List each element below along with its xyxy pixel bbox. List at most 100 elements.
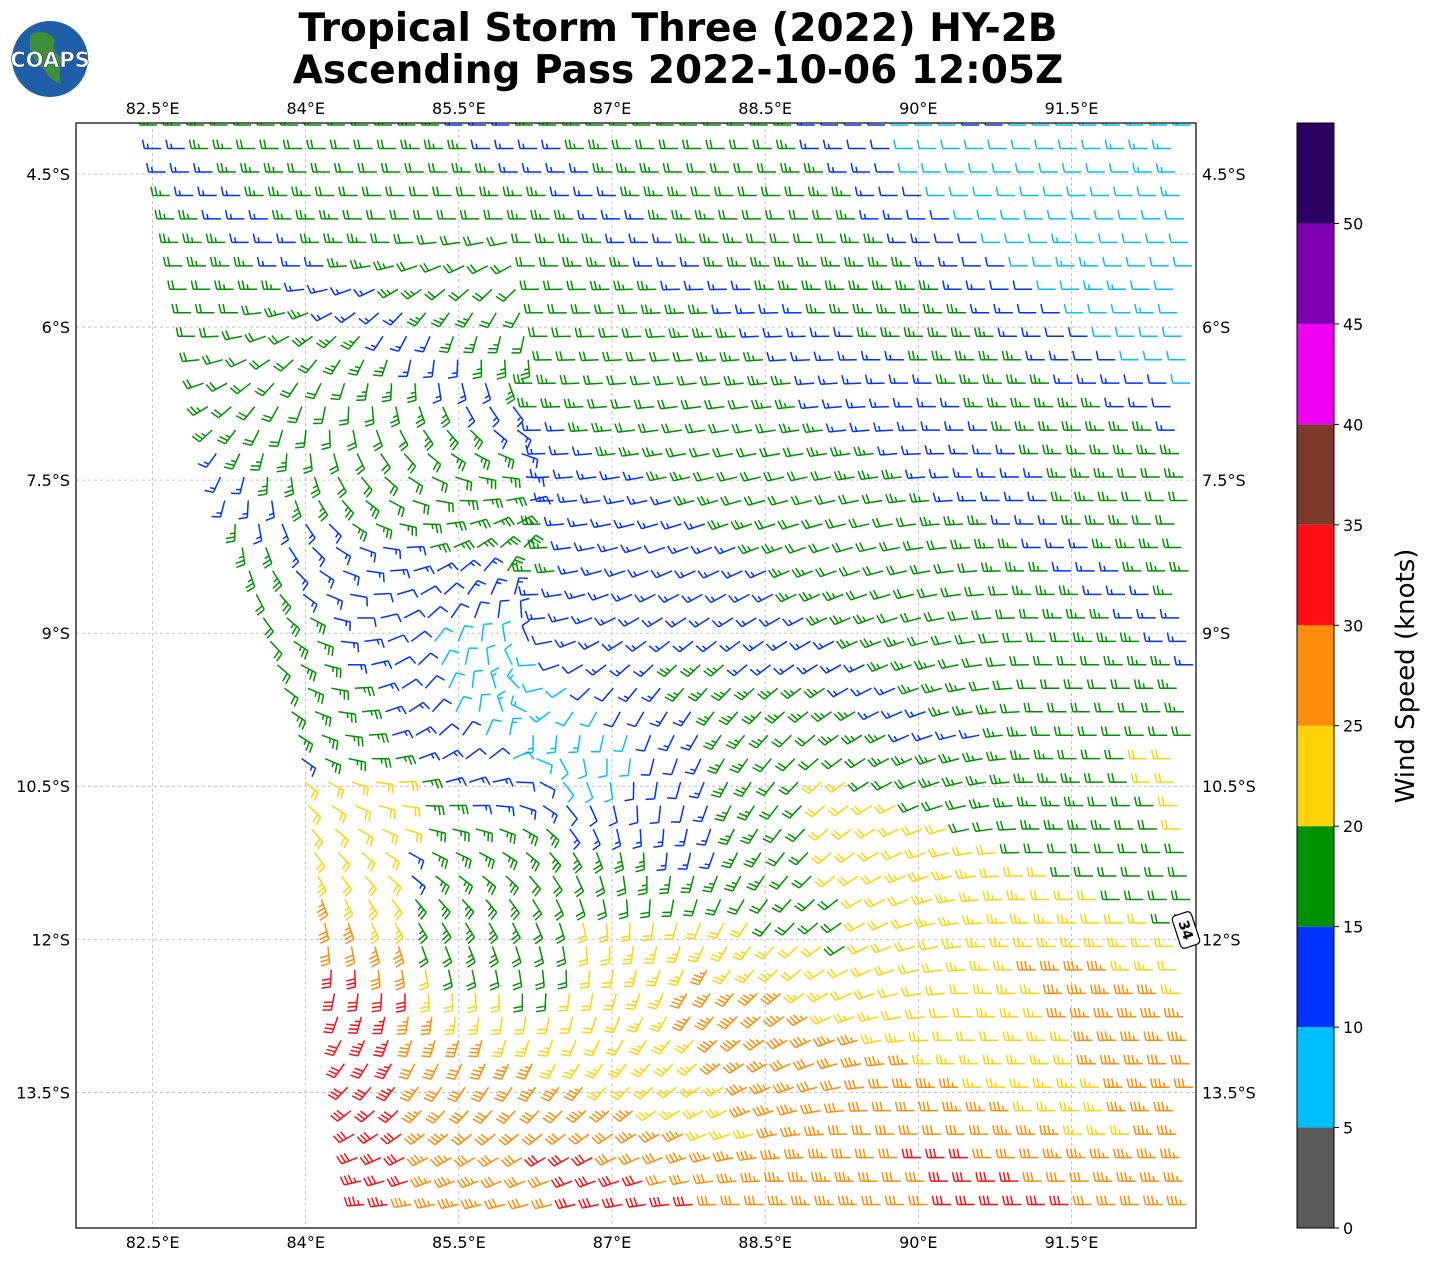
wind-barb — [750, 399, 772, 410]
wind-barb — [399, 523, 417, 537]
wind-barb — [999, 468, 1019, 478]
wind-barb — [671, 209, 691, 220]
lon-tick-label-top: 88.5°E — [738, 99, 792, 118]
wind-barb — [720, 495, 742, 506]
wind-barb — [927, 327, 947, 337]
wind-barb — [942, 280, 962, 291]
wind-barb — [907, 350, 928, 361]
wind-barb — [493, 429, 508, 450]
wind-barb — [422, 429, 434, 452]
wind-barb — [581, 233, 601, 244]
wind-barb — [1055, 256, 1075, 267]
wind-barb — [447, 139, 467, 150]
wind-barb — [611, 139, 631, 150]
wind-barb — [928, 468, 949, 479]
wind-barb — [182, 379, 204, 390]
wind-barb — [1014, 421, 1034, 431]
wind-barb — [978, 350, 998, 361]
wind-barb — [357, 163, 377, 173]
wind-barb — [734, 304, 755, 315]
wind-barb — [643, 186, 663, 197]
wind-barb — [944, 163, 964, 173]
wind-barb — [806, 446, 827, 458]
wind-barb — [686, 163, 706, 173]
wind-barb — [1149, 256, 1169, 267]
wind-barb — [1085, 163, 1105, 173]
wind-barb — [1089, 186, 1110, 197]
wind-barb — [1023, 209, 1043, 220]
wind-barb — [446, 520, 468, 532]
wind-barb — [1070, 209, 1090, 220]
wind-barb — [658, 139, 678, 150]
wind-barb — [789, 351, 810, 362]
wind-barb — [995, 444, 1015, 455]
wind-barb — [1012, 280, 1033, 291]
wind-barb — [376, 288, 399, 299]
wind-barb — [1018, 444, 1039, 455]
wind-barb — [381, 383, 393, 403]
wind-barb — [963, 139, 984, 150]
wind-barb — [567, 422, 588, 433]
wind-barb — [530, 209, 550, 220]
wind-barb — [810, 470, 832, 482]
wind-barb — [291, 335, 314, 347]
wind-barb — [680, 399, 702, 410]
wind-barb — [571, 446, 593, 456]
wind-barb — [831, 186, 851, 197]
wind-barb — [306, 139, 326, 150]
wind-barb — [1116, 468, 1137, 478]
wind-barb — [412, 499, 430, 515]
lon-tick-label-bottom: 84°E — [286, 1233, 324, 1252]
wind-barb — [967, 421, 987, 431]
wind-barb — [407, 476, 424, 495]
wind-barb — [1114, 327, 1135, 337]
wind-barb — [786, 471, 808, 482]
colorbar-tick-label: 15 — [1343, 918, 1363, 937]
wind-barb — [455, 186, 476, 197]
wind-barb — [400, 288, 422, 300]
wind-barb — [912, 374, 932, 384]
wind-barb — [1027, 233, 1048, 244]
wind-barb — [695, 351, 717, 362]
wind-barb — [1010, 139, 1031, 150]
wind-barb — [861, 494, 883, 505]
wind-barb — [403, 453, 417, 474]
wind-barb — [854, 186, 875, 197]
wind-barb — [1081, 139, 1101, 150]
wind-barb — [295, 209, 315, 220]
wind-barb — [922, 303, 943, 314]
wind-barb — [885, 493, 906, 504]
wind-barb — [489, 264, 512, 275]
wind-barb — [1042, 444, 1062, 455]
wind-barb — [821, 399, 842, 409]
wind-barb — [813, 351, 834, 362]
wind-barb — [169, 163, 190, 173]
wind-barb — [1044, 327, 1065, 337]
wind-barb — [1144, 491, 1165, 502]
wind-barb — [1022, 468, 1043, 478]
wind-barb — [333, 163, 354, 173]
wind-barb — [948, 444, 968, 455]
wind-barb — [1016, 303, 1037, 314]
wind-barb — [1170, 374, 1190, 384]
wind-barb — [715, 328, 736, 338]
wind-barb — [224, 209, 245, 220]
wind-barb — [341, 500, 355, 521]
wind-barb — [1102, 256, 1122, 267]
wind-barb — [502, 476, 521, 488]
wind-barb — [835, 209, 856, 220]
wind-barb — [252, 233, 273, 244]
wind-barb — [376, 139, 397, 150]
wind-barb — [389, 335, 408, 352]
wind-barb — [328, 523, 342, 544]
wind-barb — [432, 186, 452, 197]
wind-barb — [969, 303, 990, 314]
wind-barb — [497, 452, 515, 470]
wind-barb — [192, 163, 213, 173]
wind-barb — [1168, 233, 1188, 244]
wind-barb — [713, 186, 734, 197]
wind-barb — [478, 312, 497, 329]
wind-barb — [660, 520, 682, 530]
wind-barb — [676, 375, 697, 386]
wind-barb — [589, 280, 610, 291]
